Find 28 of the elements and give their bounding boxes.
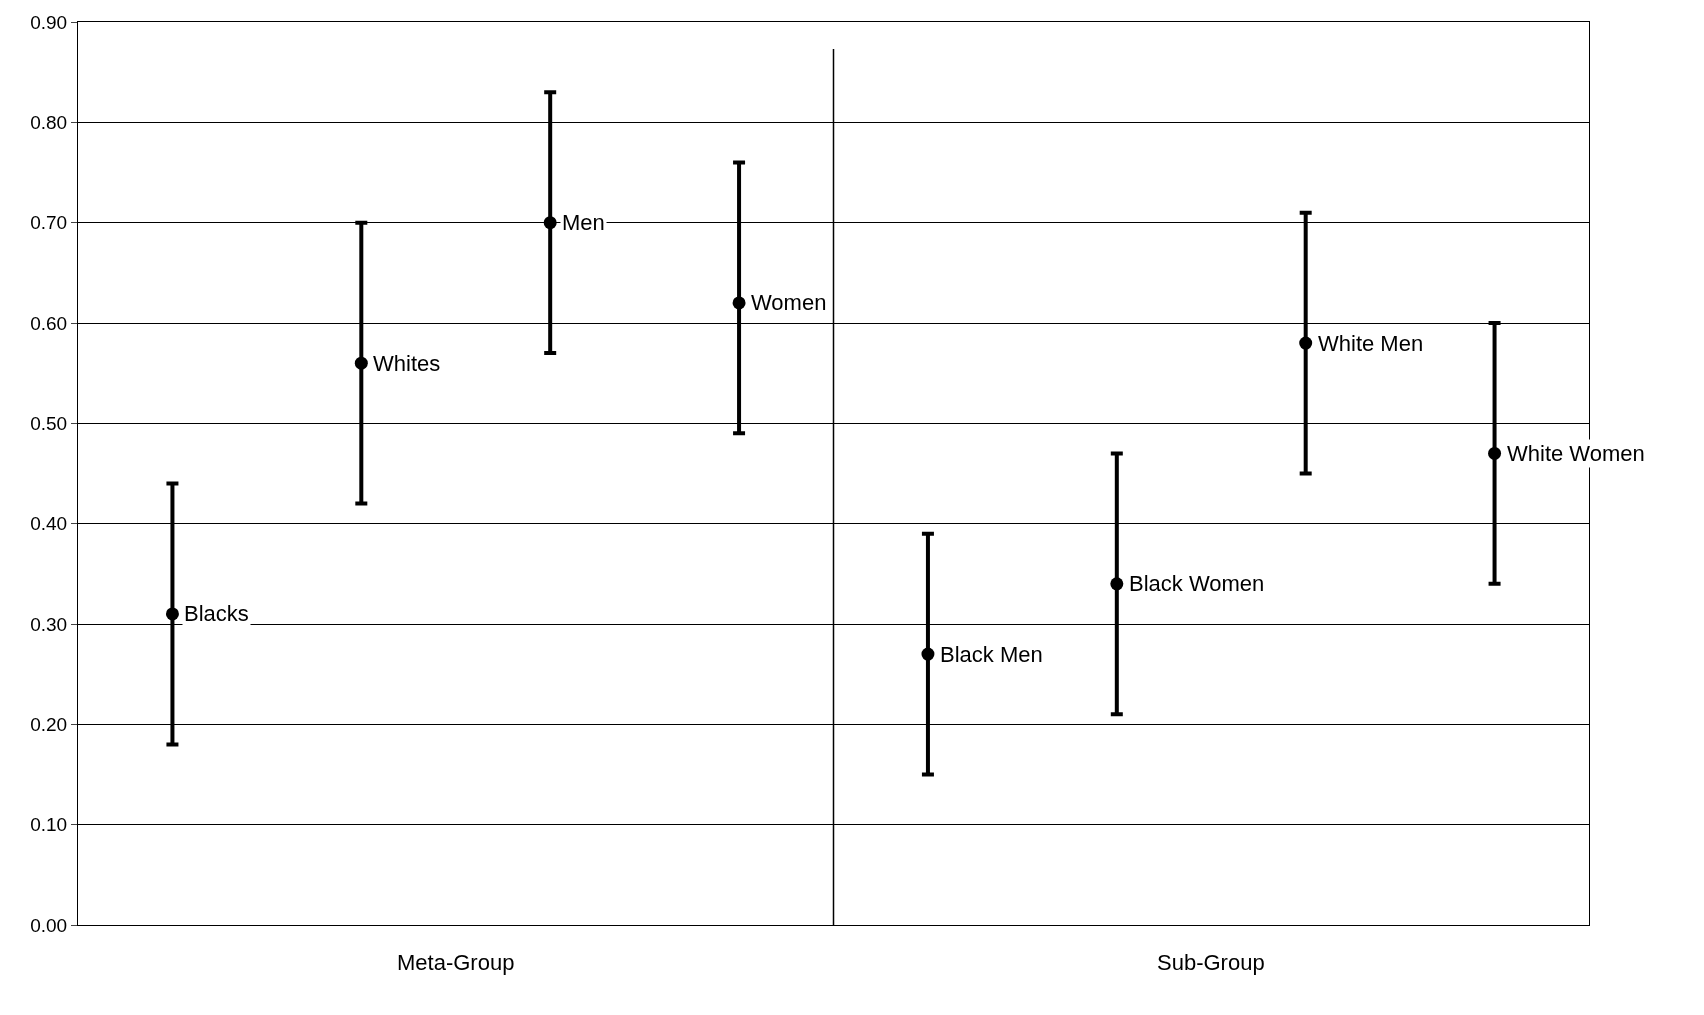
y-tick-label: 0.30 <box>30 613 68 635</box>
point <box>543 216 557 230</box>
point <box>1299 336 1313 350</box>
data-label: Blacks <box>184 601 249 626</box>
point <box>1488 446 1502 460</box>
y-tick-label: 0.10 <box>30 814 68 836</box>
y-tick-label: 0.60 <box>30 312 68 334</box>
y-tick-label: 0.80 <box>30 111 68 133</box>
data-label: White Women <box>1507 441 1645 466</box>
y-tick-label: 0.20 <box>30 713 68 735</box>
point <box>354 356 368 370</box>
text: Meta-Group <box>397 950 515 975</box>
data-label: Black Men <box>940 642 1043 667</box>
data-label: White Men <box>1318 331 1424 356</box>
data-label: Whites <box>373 351 441 376</box>
text: Sub-Group <box>1157 950 1265 975</box>
y-tick-label: 0.50 <box>30 412 68 434</box>
y-tick-label: 0.70 <box>30 212 68 234</box>
data-label: Women <box>751 290 827 315</box>
y-tick-label: 0.90 <box>30 11 68 33</box>
point <box>732 296 746 310</box>
y-tick-label: 0.00 <box>30 914 68 936</box>
point <box>921 647 935 661</box>
point <box>165 607 179 621</box>
data-label: Black Women <box>1129 571 1265 596</box>
point <box>1110 577 1124 591</box>
y-tick-label: 0.40 <box>30 513 68 535</box>
data-label: Men <box>562 210 605 235</box>
